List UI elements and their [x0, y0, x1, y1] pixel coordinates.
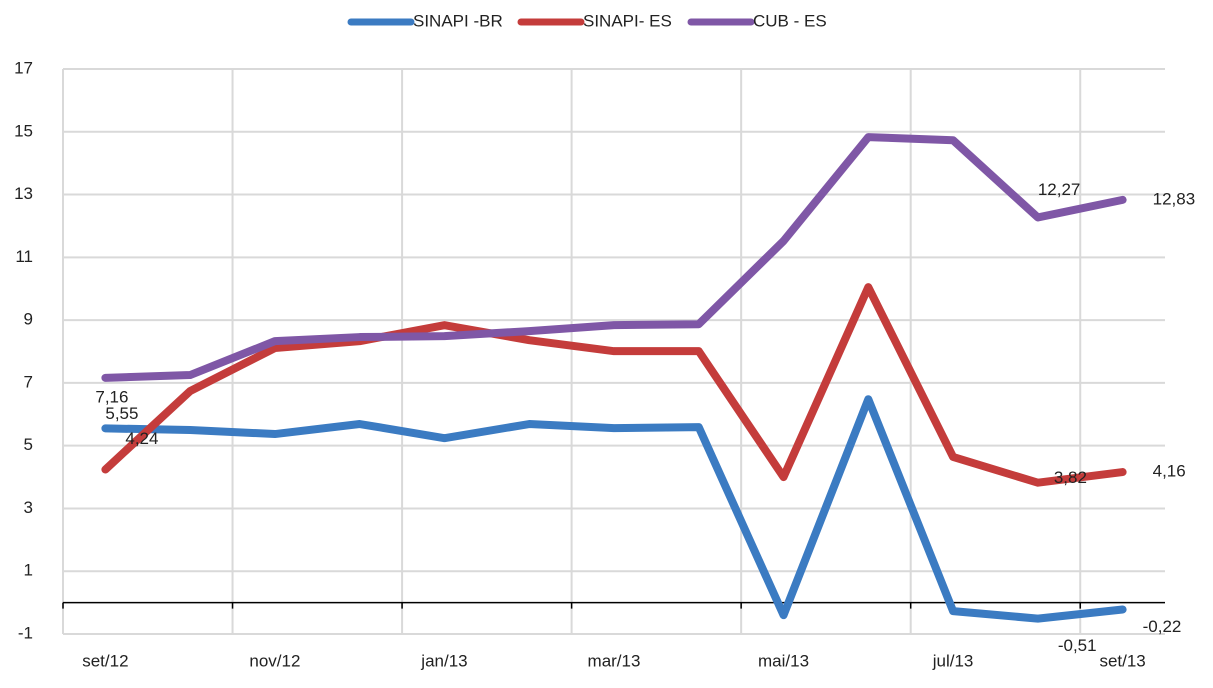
data-label: 7,16: [95, 387, 128, 406]
data-label: 12,83: [1153, 189, 1196, 208]
y-tick-label: 13: [14, 184, 33, 203]
y-tick-label: 17: [14, 58, 33, 77]
data-label: -0,22: [1143, 617, 1182, 636]
x-tick-label: jul/13: [932, 651, 974, 670]
series-line: [101, 395, 1127, 623]
x-tick-label: jan/13: [420, 651, 467, 670]
y-tick-label: 5: [24, 435, 33, 454]
series-line: [101, 283, 1127, 487]
x-tick-label: nov/12: [249, 651, 300, 670]
data-label: 4,24: [125, 429, 158, 448]
data-label: 4,16: [1153, 462, 1186, 481]
y-tick-label: 1: [24, 561, 33, 580]
x-tick-label: mai/13: [758, 651, 809, 670]
y-tick-label: 3: [24, 498, 33, 517]
data-label: 12,27: [1038, 180, 1081, 199]
legend-label: SINAPI- ES: [583, 11, 672, 30]
data-label: -0,51: [1058, 636, 1097, 655]
y-tick-label: 9: [24, 310, 33, 329]
y-tick-label: -1: [18, 623, 33, 642]
x-tick-label: set/13: [1099, 651, 1145, 670]
x-tick-label: mar/13: [588, 651, 641, 670]
data-label: 5,55: [105, 404, 138, 423]
y-tick-label: 11: [15, 247, 33, 266]
x-tick-label: set/12: [82, 651, 128, 670]
legend-label: SINAPI -BR: [413, 11, 503, 30]
legend-label: CUB - ES: [753, 11, 827, 30]
data-label: 3,82: [1054, 468, 1087, 487]
y-tick-label: 15: [14, 121, 33, 140]
series-line: [101, 133, 1127, 382]
y-tick-label: 7: [24, 372, 33, 391]
